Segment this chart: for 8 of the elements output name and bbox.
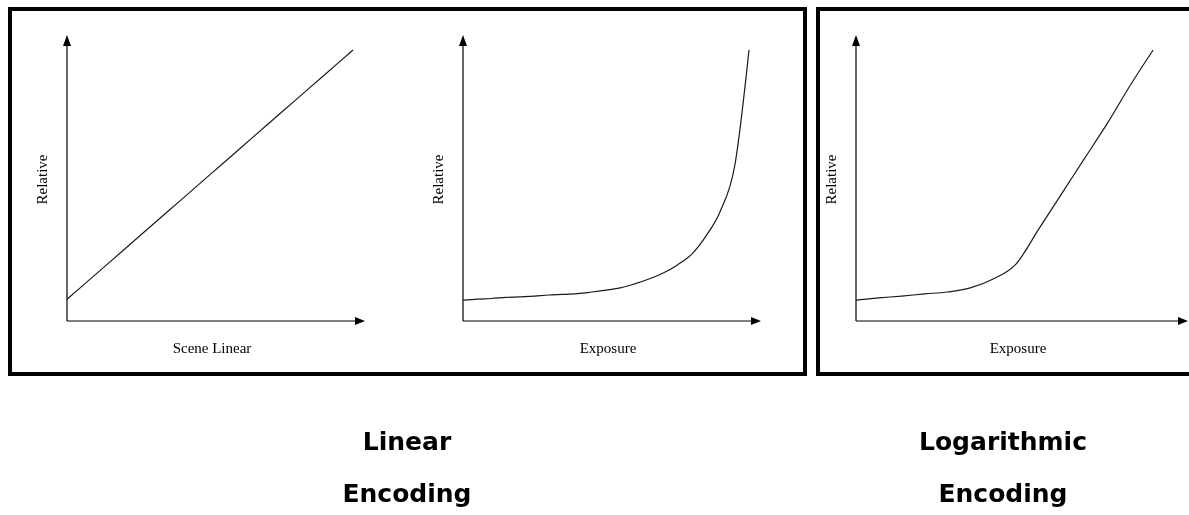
x-axis-title: Exposure [579, 340, 637, 356]
x-axis-title: Scene Linear [172, 340, 252, 356]
y-axis-title: Relative [430, 154, 446, 205]
text: Linear Encoding [342, 427, 472, 508]
text: Logarithmic Encoding [919, 427, 1087, 508]
y-axis-title: Relative [34, 154, 50, 205]
y-axis-title: Relative [823, 154, 839, 205]
x-axis-title: Exposure [989, 340, 1047, 356]
